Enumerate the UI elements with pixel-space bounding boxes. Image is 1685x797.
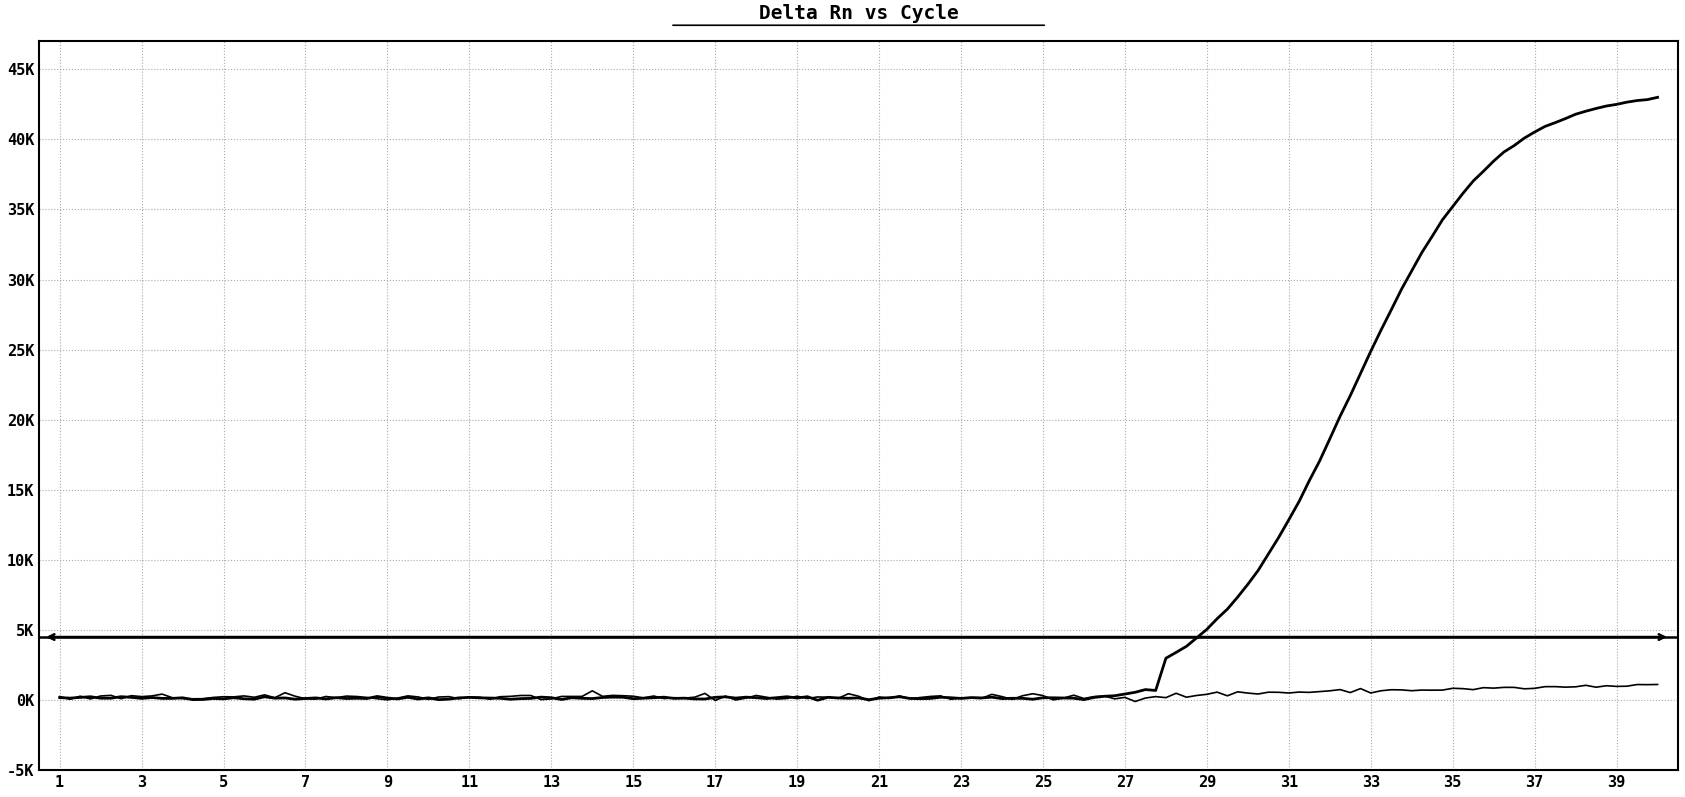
Text: Delta Rn vs Cycle: Delta Rn vs Cycle bbox=[758, 4, 959, 23]
